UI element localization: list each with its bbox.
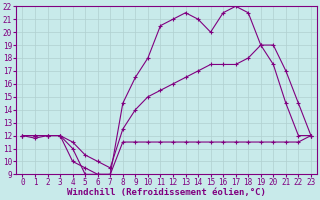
X-axis label: Windchill (Refroidissement éolien,°C): Windchill (Refroidissement éolien,°C) (67, 188, 266, 197)
